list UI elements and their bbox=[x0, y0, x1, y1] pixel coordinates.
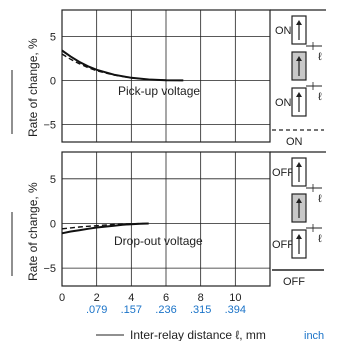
relay-icon-top-2 bbox=[291, 51, 307, 81]
ell-symbol-4: ℓ bbox=[318, 233, 322, 245]
x-inch-labels: .079 .157 .236 .315 .394 bbox=[86, 304, 246, 316]
relay-icon-bottom-1 bbox=[291, 157, 307, 187]
legend-top-label-c: ON bbox=[286, 136, 303, 148]
top-series bbox=[61, 49, 184, 82]
xlabel-text: Inter-relay distance ℓ, mm bbox=[130, 328, 266, 341]
top-y-tick-label: 5 bbox=[50, 31, 56, 43]
x-tick-labels: 0 2 4 6 8 10 bbox=[59, 292, 242, 304]
x-tick-label: 6 bbox=[163, 292, 169, 304]
top-annotation: Pick-up voltage bbox=[118, 84, 200, 98]
x-inch-tick-label: .394 bbox=[225, 304, 246, 316]
bottom-y-ticks: 5 0 −5 bbox=[43, 174, 56, 275]
legend-bottom-label-b: OFF bbox=[272, 239, 294, 251]
bottom-series bbox=[61, 222, 149, 235]
bottom-annotation: Drop-out voltage bbox=[114, 234, 203, 248]
x-axis-label: Inter-relay distance ℓ, mm inch bbox=[96, 328, 324, 341]
legend-top-label-b: ON bbox=[275, 97, 292, 109]
bottom-y-tick-label: 0 bbox=[50, 218, 56, 230]
x-inch-tick-label: .079 bbox=[86, 304, 107, 316]
legend-bottom-label-a: OFF bbox=[272, 167, 294, 179]
x-inch-tick-label: .157 bbox=[121, 304, 142, 316]
x-inch-tick-label: .315 bbox=[190, 304, 211, 316]
top-panel: 5 0 −5 Pick-up voltage Rate of change, % bbox=[11, 9, 271, 143]
x-tick-label: 8 bbox=[198, 292, 204, 304]
relay-icon-bottom-2 bbox=[291, 193, 307, 223]
top-y-axis-label: Rate of change, % bbox=[11, 38, 40, 137]
legend-top: ON ON ℓ ℓ ON bbox=[270, 9, 326, 148]
bottom-panel: 5 0 −5 Drop-out voltage Rate of change, % bbox=[11, 151, 271, 287]
x-tick-label: 2 bbox=[94, 292, 100, 304]
top-y-tick-label: 0 bbox=[50, 75, 56, 87]
legend-top-label-a: ON bbox=[275, 25, 292, 37]
bottom-y-tick-label: −5 bbox=[43, 263, 56, 275]
ell-symbol-3: ℓ bbox=[318, 193, 322, 205]
ell-symbol-1: ℓ bbox=[318, 51, 322, 63]
relay-icon-top-1 bbox=[291, 15, 307, 45]
relay-icon-top-3 bbox=[291, 87, 307, 117]
bottom-y-tick-label: 5 bbox=[50, 174, 56, 186]
bottom-grid bbox=[62, 152, 270, 286]
top-y-tick-label: −5 bbox=[43, 119, 56, 131]
ell-symbol-2: ℓ bbox=[318, 91, 322, 103]
legend-bottom: OFF OFF ℓ ℓ OFF bbox=[270, 151, 326, 288]
legend-bottom-label-c: OFF bbox=[283, 276, 305, 288]
bottom-y-axis-label: Rate of change, % bbox=[11, 182, 40, 281]
xlabel-inch: inch bbox=[304, 330, 324, 341]
x-tick-label: 4 bbox=[128, 292, 134, 304]
x-tick-label: 0 bbox=[59, 292, 65, 304]
top-y-ticks: 5 0 −5 bbox=[43, 31, 56, 131]
top-grid bbox=[62, 10, 270, 142]
top-series-dashed bbox=[61, 53, 184, 82]
bottom-ylabel: Rate of change, % bbox=[26, 182, 40, 281]
top-ylabel: Rate of change, % bbox=[26, 38, 40, 137]
bottom-series-dashed bbox=[61, 222, 149, 230]
relay-icon-bottom-3 bbox=[291, 229, 307, 259]
x-inch-tick-label: .236 bbox=[155, 304, 176, 316]
x-tick-label: 10 bbox=[229, 292, 241, 304]
